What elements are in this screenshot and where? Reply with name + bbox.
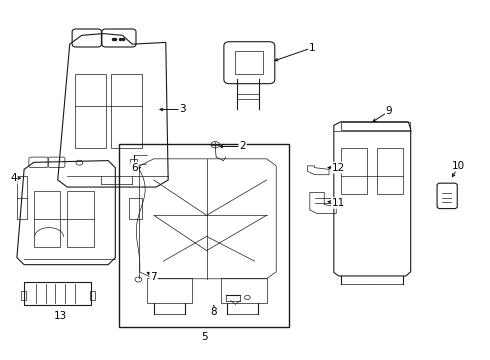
Text: 7: 7 [150, 272, 157, 282]
Bar [377, 148, 403, 194]
Bar [130, 159, 137, 163]
Bar [24, 282, 91, 305]
Bar [34, 190, 60, 247]
Text: 1: 1 [309, 43, 316, 53]
Text: 9: 9 [386, 106, 392, 116]
Text: 4: 4 [10, 173, 17, 183]
Bar [341, 122, 410, 130]
Text: 10: 10 [452, 161, 465, 171]
Bar [119, 144, 289, 328]
Bar [90, 291, 95, 300]
Bar [21, 291, 25, 300]
Text: 3: 3 [179, 104, 186, 114]
Bar [221, 278, 267, 303]
Text: 2: 2 [239, 141, 246, 152]
Bar [235, 51, 263, 74]
Text: 6: 6 [131, 163, 138, 173]
Bar [17, 176, 26, 219]
Bar [67, 190, 94, 247]
Text: 11: 11 [332, 198, 345, 208]
Text: 5: 5 [201, 332, 207, 342]
Bar [341, 148, 368, 194]
Text: 12: 12 [332, 163, 345, 173]
Text: 8: 8 [211, 307, 217, 317]
Bar [129, 198, 142, 219]
Bar [147, 278, 192, 303]
Bar [111, 74, 142, 148]
Text: 13: 13 [53, 311, 67, 321]
Bar [74, 74, 106, 148]
